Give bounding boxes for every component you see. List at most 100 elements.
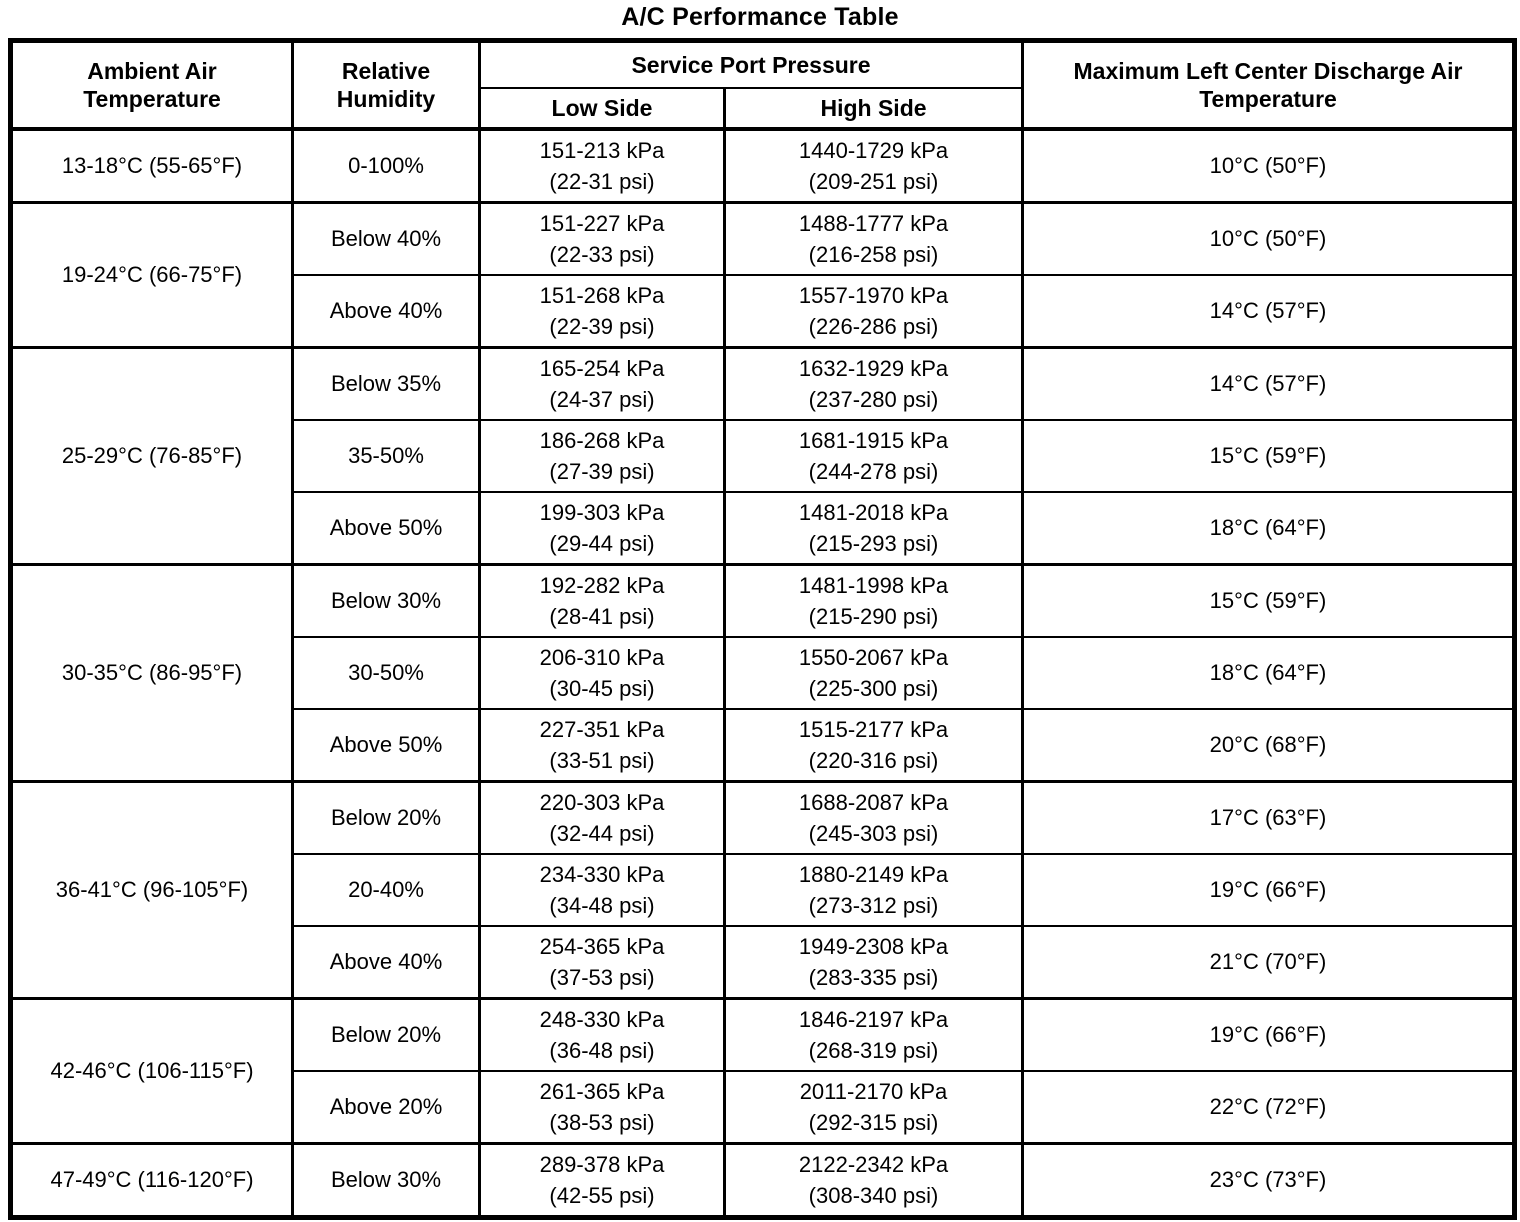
ambient-cell: 42-46°C (106-115°F): [9, 997, 294, 1145]
low-side-cell: 199-303 kPa (29-44 psi): [478, 491, 726, 566]
header-line: Relative: [341, 58, 431, 84]
max-temp-cell: 21°C (70°F): [1021, 925, 1516, 1000]
ambient-cell: 47-49°C (116-120°F): [9, 1142, 294, 1219]
high-side-cell: 1949-2308 kPa (283-335 psi): [723, 925, 1024, 1000]
pressure-kpa: 186-268 kPa: [539, 428, 665, 453]
pressure-kpa: 1557-1970 kPa: [798, 283, 949, 308]
pressure-psi: (225-300 psi): [808, 676, 939, 701]
pressure-kpa: 1949-2308 kPa: [798, 934, 949, 959]
max-temp-cell: 23°C (73°F): [1021, 1142, 1516, 1219]
low-side-cell: 151-227 kPa (22-33 psi): [478, 201, 726, 276]
pressure-kpa: 1846-2197 kPa: [798, 1007, 949, 1032]
table-row: Above 40% 151-268 kPa (22-39 psi) 1557-1…: [11, 274, 1516, 349]
table-row: Above 40% 254-365 kPa (37-53 psi) 1949-2…: [11, 925, 1516, 1000]
header-ambient-air-temperature: Ambient Air Temperature: [9, 39, 294, 131]
header-service-port-pressure: Service Port Pressure: [478, 39, 1024, 89]
pressure-psi: (30-45 psi): [549, 676, 655, 701]
header-high-side: High Side: [723, 87, 1024, 131]
max-temp-cell: 17°C (63°F): [1021, 780, 1516, 855]
pressure-psi: (220-316 psi): [808, 748, 939, 773]
pressure-kpa: 151-213 kPa: [539, 138, 665, 163]
high-side-cell: 1880-2149 kPa (273-312 psi): [723, 853, 1024, 927]
pressure-psi: (29-44 psi): [549, 531, 655, 556]
pressure-psi: (268-319 psi): [808, 1038, 939, 1063]
pressure-kpa: 1515-2177 kPa: [798, 717, 949, 742]
header-low-side: Low Side: [478, 87, 726, 131]
pressure-psi: (32-44 psi): [549, 821, 655, 846]
header-line: Humidity: [336, 86, 436, 112]
humidity-cell: Above 20%: [291, 1070, 481, 1145]
low-side-cell: 151-213 kPa (22-31 psi): [478, 127, 726, 204]
low-side-cell: 186-268 kPa (27-39 psi): [478, 419, 726, 493]
table-row: Above 50% 199-303 kPa (29-44 psi) 1481-2…: [11, 491, 1516, 566]
max-temp-cell: 19°C (66°F): [1021, 997, 1516, 1072]
page-title: A/C Performance Table: [621, 3, 899, 31]
low-side-cell: 289-378 kPa (42-55 psi): [478, 1142, 726, 1219]
pressure-psi: (27-39 psi): [549, 459, 655, 484]
pressure-kpa: 1681-1915 kPa: [798, 428, 949, 453]
pressure-psi: (42-55 psi): [549, 1183, 655, 1208]
high-side-cell: 1688-2087 kPa (245-303 psi): [723, 780, 1024, 855]
pressure-psi: (24-37 psi): [549, 387, 655, 412]
high-side-cell: 1488-1777 kPa (216-258 psi): [723, 201, 1024, 276]
max-temp-cell: 14°C (57°F): [1021, 274, 1516, 349]
low-side-cell: 165-254 kPa (24-37 psi): [478, 346, 726, 421]
pressure-psi: (22-39 psi): [549, 314, 655, 339]
max-temp-cell: 14°C (57°F): [1021, 346, 1516, 421]
header-line: Maximum Left Center Discharge Air: [1073, 58, 1463, 84]
pressure-kpa: 1488-1777 kPa: [798, 211, 949, 236]
pressure-kpa: 1688-2087 kPa: [798, 790, 949, 815]
low-side-cell: 227-351 kPa (33-51 psi): [478, 708, 726, 783]
low-side-cell: 261-365 kPa (38-53 psi): [478, 1070, 726, 1145]
pressure-psi: (215-290 psi): [808, 604, 939, 629]
humidity-cell: Above 50%: [291, 491, 481, 566]
pressure-kpa: 199-303 kPa: [539, 500, 665, 525]
high-side-cell: 1481-1998 kPa (215-290 psi): [723, 563, 1024, 638]
humidity-cell: 20-40%: [291, 853, 481, 927]
pressure-psi: (37-53 psi): [549, 965, 655, 990]
high-side-cell: 1481-2018 kPa (215-293 psi): [723, 491, 1024, 566]
pressure-psi: (22-31 psi): [549, 169, 655, 194]
high-side-cell: 2011-2170 kPa (292-315 psi): [723, 1070, 1024, 1145]
table-row: 13-18°C (55-65°F) 0-100% 151-213 kPa (22…: [9, 127, 1516, 204]
high-side-cell: 2122-2342 kPa (308-340 psi): [723, 1142, 1024, 1219]
pressure-psi: (209-251 psi): [808, 169, 939, 194]
humidity-cell: 30-50%: [291, 636, 481, 710]
header-max-discharge-air-temperature: Maximum Left Center Discharge Air Temper…: [1021, 39, 1516, 131]
pressure-kpa: 289-378 kPa: [539, 1152, 665, 1177]
low-side-cell: 254-365 kPa (37-53 psi): [478, 925, 726, 1000]
ambient-cell: 13-18°C (55-65°F): [9, 127, 294, 204]
pressure-psi: (226-286 psi): [808, 314, 939, 339]
ambient-cell: 30-35°C (86-95°F): [9, 563, 294, 783]
low-side-cell: 206-310 kPa (30-45 psi): [478, 636, 726, 710]
humidity-cell: Below 20%: [291, 780, 481, 855]
pressure-kpa: 2122-2342 kPa: [798, 1152, 949, 1177]
high-side-cell: 1632-1929 kPa (237-280 psi): [723, 346, 1024, 421]
humidity-cell: 0-100%: [291, 127, 481, 204]
pressure-psi: (22-33 psi): [549, 242, 655, 267]
humidity-cell: Above 40%: [291, 925, 481, 1000]
pressure-kpa: 248-330 kPa: [539, 1007, 665, 1032]
pressure-kpa: 1550-2067 kPa: [798, 645, 949, 670]
pressure-kpa: 151-268 kPa: [539, 283, 665, 308]
pressure-psi: (36-48 psi): [549, 1038, 655, 1063]
ambient-cell: 25-29°C (76-85°F): [9, 346, 294, 566]
humidity-cell: Above 50%: [291, 708, 481, 783]
table-row: 30-35°C (86-95°F) Below 30% 192-282 kPa …: [9, 563, 1516, 783]
pressure-kpa: 192-282 kPa: [539, 573, 665, 598]
max-temp-cell: 15°C (59°F): [1021, 563, 1516, 638]
pressure-psi: (283-335 psi): [808, 965, 939, 990]
table-row: 36-41°C (96-105°F) Below 20% 220-303 kPa…: [9, 780, 1516, 1000]
max-temp-cell: 15°C (59°F): [1021, 419, 1516, 493]
max-temp-cell: 22°C (72°F): [1021, 1070, 1516, 1145]
pressure-psi: (34-48 psi): [549, 893, 655, 918]
pressure-psi: (237-280 psi): [808, 387, 939, 412]
max-temp-cell: 10°C (50°F): [1021, 127, 1516, 204]
pressure-kpa: 254-365 kPa: [539, 934, 665, 959]
table-row: 47-49°C (116-120°F) Below 30% 289-378 kP…: [9, 1142, 1516, 1219]
pressure-psi: (292-315 psi): [808, 1110, 939, 1135]
pressure-psi: (33-51 psi): [549, 748, 655, 773]
pressure-psi: (216-258 psi): [808, 242, 939, 267]
humidity-cell: Below 20%: [291, 997, 481, 1072]
high-side-cell: 1440-1729 kPa (209-251 psi): [723, 127, 1024, 204]
